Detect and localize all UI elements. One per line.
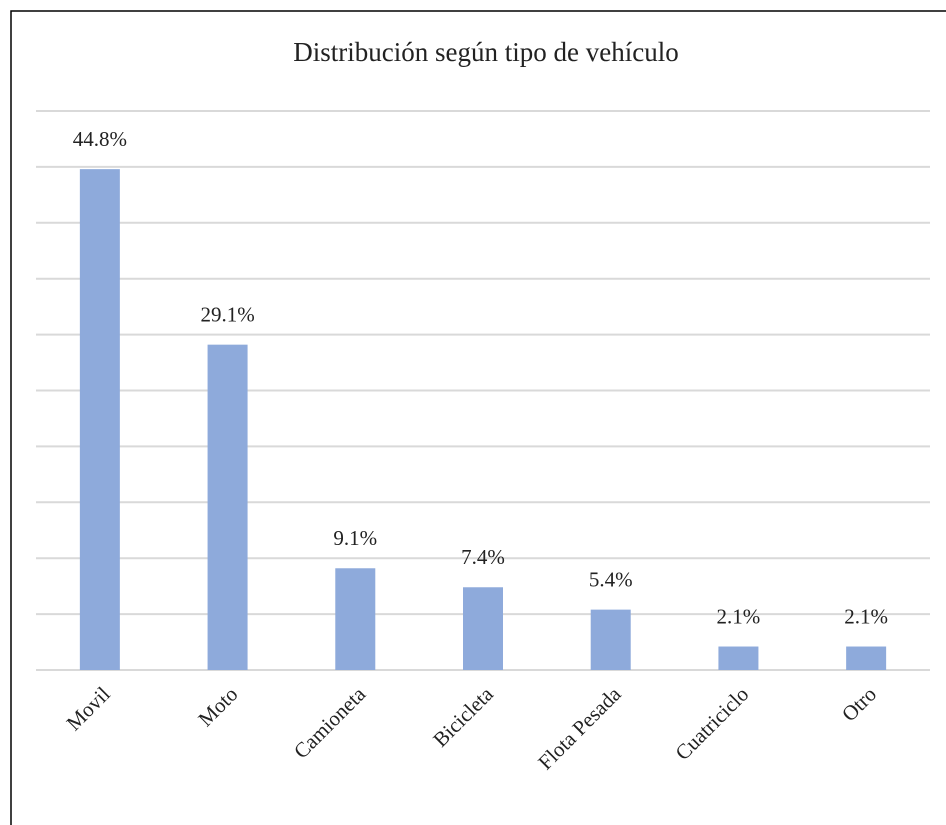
- bar: [718, 646, 759, 670]
- data-label: 2.1%: [844, 604, 888, 628]
- data-label: 9.1%: [333, 526, 377, 550]
- bar: [590, 609, 631, 670]
- bar: [79, 169, 120, 671]
- data-label: 5.4%: [589, 567, 633, 591]
- chart-frame: [10, 10, 946, 825]
- data-label: 7.4%: [461, 545, 505, 569]
- bar: [463, 587, 503, 670]
- bar: [207, 344, 248, 670]
- chart-title: Distribución según tipo de vehículo: [293, 37, 678, 67]
- data-label: 2.1%: [717, 604, 761, 628]
- data-label: 29.1%: [200, 302, 254, 326]
- bar: [335, 568, 376, 670]
- data-label: 44.8%: [73, 127, 127, 151]
- bar: [846, 646, 887, 670]
